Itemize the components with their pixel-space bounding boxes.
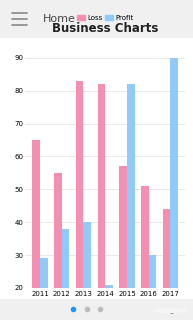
- Bar: [98, 84, 105, 320]
- Bar: [170, 58, 178, 320]
- Bar: [127, 84, 135, 320]
- Bar: [32, 140, 40, 320]
- Circle shape: [153, 309, 186, 312]
- Bar: [141, 186, 149, 320]
- Bar: [54, 173, 62, 320]
- Bar: [76, 81, 83, 320]
- Text: Home: Home: [42, 14, 75, 24]
- Bar: [105, 285, 113, 320]
- Bar: [62, 229, 69, 320]
- Bar: [40, 259, 48, 320]
- Bar: [83, 222, 91, 320]
- Legend: Loss, Profit: Loss, Profit: [74, 12, 136, 24]
- Bar: [119, 166, 127, 320]
- Title: Business Charts: Business Charts: [52, 22, 158, 35]
- Bar: [149, 255, 156, 320]
- Bar: [163, 209, 170, 320]
